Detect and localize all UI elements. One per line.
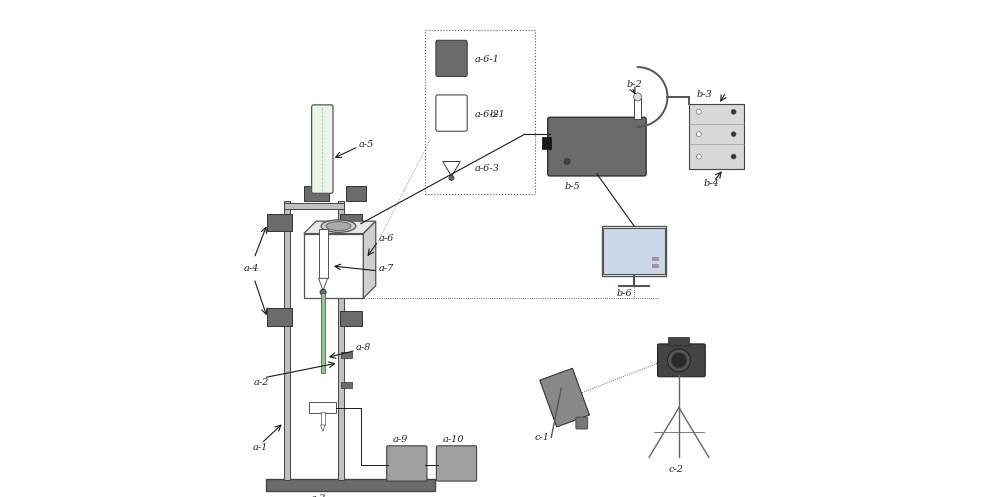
Bar	[634, 99, 641, 119]
Polygon shape	[319, 278, 328, 291]
FancyBboxPatch shape	[387, 446, 427, 481]
Polygon shape	[321, 425, 325, 431]
FancyBboxPatch shape	[668, 337, 689, 346]
Ellipse shape	[326, 222, 351, 231]
Bar	[267, 214, 292, 231]
Text: a-6-1: a-6-1	[475, 55, 500, 64]
Text: a-5: a-5	[358, 140, 374, 149]
Text: a-7: a-7	[378, 264, 394, 273]
Text: a-4: a-4	[244, 264, 259, 273]
Bar	[340, 311, 362, 326]
Text: c-1: c-1	[535, 433, 550, 442]
Circle shape	[320, 289, 326, 295]
Circle shape	[696, 132, 701, 137]
Bar	[284, 203, 344, 209]
Bar	[652, 264, 659, 268]
Bar	[338, 201, 344, 480]
FancyBboxPatch shape	[312, 105, 333, 193]
Circle shape	[634, 93, 642, 101]
Circle shape	[731, 109, 736, 114]
Bar	[319, 229, 328, 278]
Bar	[425, 30, 535, 194]
Bar	[346, 186, 366, 201]
Text: a-2: a-2	[254, 378, 269, 387]
Bar	[652, 257, 659, 261]
Bar	[304, 234, 363, 298]
Text: a-10: a-10	[443, 435, 464, 444]
Polygon shape	[540, 368, 589, 427]
FancyBboxPatch shape	[603, 228, 665, 274]
FancyBboxPatch shape	[436, 40, 467, 77]
Circle shape	[731, 132, 736, 137]
Circle shape	[671, 353, 686, 368]
Text: b-1: b-1	[490, 110, 506, 119]
Text: b-2: b-2	[627, 80, 642, 89]
Bar	[284, 201, 290, 480]
Circle shape	[696, 154, 701, 159]
FancyBboxPatch shape	[436, 446, 477, 481]
Bar	[341, 382, 352, 388]
Polygon shape	[363, 221, 376, 298]
Bar	[321, 293, 325, 373]
Circle shape	[311, 190, 321, 200]
Text: a-6-2: a-6-2	[475, 110, 500, 119]
Text: c-2: c-2	[669, 465, 684, 474]
Text: b-5: b-5	[565, 182, 580, 191]
Ellipse shape	[321, 220, 356, 232]
Text: a-1: a-1	[252, 443, 268, 452]
Polygon shape	[443, 162, 460, 176]
Text: b-6: b-6	[617, 289, 633, 298]
Text: a-6: a-6	[378, 234, 394, 243]
Text: b-3: b-3	[696, 90, 712, 99]
Polygon shape	[304, 221, 376, 234]
Bar	[689, 104, 744, 169]
Circle shape	[564, 159, 570, 165]
Bar	[340, 214, 362, 231]
Bar	[602, 226, 666, 276]
Circle shape	[731, 154, 736, 159]
Bar	[266, 479, 435, 491]
Bar	[267, 308, 292, 326]
Circle shape	[449, 175, 454, 180]
Circle shape	[667, 349, 690, 372]
Circle shape	[314, 193, 318, 197]
Bar	[304, 186, 329, 201]
Text: a-9: a-9	[393, 435, 409, 444]
Bar	[309, 402, 336, 413]
Circle shape	[696, 109, 701, 114]
Text: b-4: b-4	[704, 179, 720, 188]
Text: a-3: a-3	[311, 495, 327, 497]
Text: a-8: a-8	[356, 343, 371, 352]
FancyBboxPatch shape	[548, 117, 646, 176]
Text: a-6-3: a-6-3	[475, 165, 500, 173]
FancyBboxPatch shape	[576, 417, 588, 429]
FancyBboxPatch shape	[658, 344, 705, 377]
Bar	[542, 137, 551, 149]
Bar	[321, 412, 325, 425]
Bar	[341, 352, 352, 358]
FancyBboxPatch shape	[436, 95, 467, 131]
